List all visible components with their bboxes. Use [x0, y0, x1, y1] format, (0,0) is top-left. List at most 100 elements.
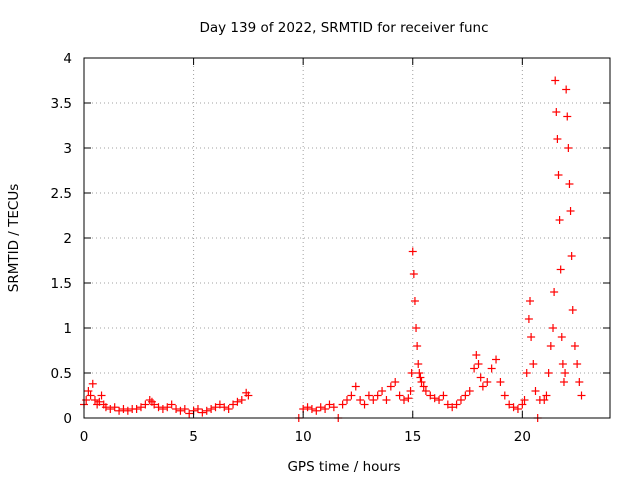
data-point: [193, 405, 202, 413]
data-point: [343, 396, 351, 404]
data-point: [382, 396, 391, 404]
data-point: [430, 394, 439, 403]
data-point: [347, 391, 356, 400]
data-point: [555, 216, 564, 224]
data-point: [487, 364, 496, 373]
data-point: [338, 400, 347, 409]
data-point: [492, 355, 501, 364]
data-point: [176, 406, 185, 415]
y-tick-label: 0: [63, 411, 72, 427]
data-point: [461, 391, 470, 400]
data-point: [496, 378, 505, 386]
data-point: [552, 108, 561, 116]
data-point: [500, 391, 509, 400]
data-point: [561, 369, 570, 377]
y-tick-label: 3.5: [51, 96, 72, 112]
data-point: [542, 391, 551, 400]
data-point: [409, 270, 418, 278]
x-tick-label: 5: [189, 429, 198, 445]
data-point: [97, 391, 106, 400]
data-point: [119, 405, 128, 413]
data-point: [356, 396, 365, 404]
data-point: [564, 144, 573, 152]
data-point: [524, 315, 533, 323]
data-point: [303, 403, 312, 412]
data-point: [435, 396, 444, 404]
data-point: [567, 252, 576, 260]
data-point: [399, 396, 408, 404]
data-point: [211, 403, 220, 412]
data-point: [90, 396, 99, 404]
data-point: [417, 378, 426, 386]
data-point: [527, 333, 536, 341]
data-point: [132, 405, 141, 413]
data-point: [465, 387, 474, 395]
data-point: [360, 400, 369, 409]
data-point: [378, 387, 387, 395]
data-point: [559, 378, 568, 386]
data-point: [568, 306, 577, 314]
data-point: [554, 171, 563, 179]
data-point: [416, 373, 425, 382]
data-point: [110, 403, 119, 412]
data-point: [565, 180, 574, 188]
data-point: [562, 85, 571, 94]
data-point: [101, 403, 110, 412]
data-point: [321, 405, 330, 413]
data-point: [456, 396, 465, 404]
data-point: [82, 396, 91, 404]
data-point: [474, 360, 483, 368]
data-point: [549, 324, 558, 332]
data-point: [307, 405, 316, 413]
data-point: [373, 391, 382, 400]
data-point: [452, 400, 461, 409]
data-point: [573, 360, 582, 368]
data-point: [84, 387, 93, 395]
data-point: [395, 391, 404, 400]
data-points: [80, 76, 586, 422]
data-point: [115, 406, 124, 415]
data-point: [150, 400, 159, 409]
data-point: [237, 396, 246, 404]
data-point: [577, 391, 586, 400]
chart-title: Day 139 of 2022, SRMTID for receiver fun…: [199, 20, 488, 36]
x-tick-label: 10: [295, 429, 312, 445]
data-point: [522, 369, 531, 377]
y-tick-label: 1.5: [51, 276, 72, 292]
y-axis-label: SRMTID / TECUs: [6, 184, 22, 292]
data-point: [408, 247, 417, 256]
data-point: [215, 400, 224, 409]
data-point: [414, 360, 423, 368]
data-point: [95, 397, 104, 406]
data-point: [167, 400, 176, 409]
data-point: [550, 288, 559, 296]
data-point: [141, 400, 150, 409]
data-point: [566, 207, 575, 215]
data-point: [185, 409, 194, 418]
data-point: [419, 382, 428, 391]
data-point: [505, 400, 514, 409]
data-point: [470, 364, 479, 373]
data-point: [472, 351, 481, 359]
data-point: [551, 76, 560, 85]
data-point: [421, 387, 430, 395]
data-point: [88, 379, 97, 388]
data-point: [478, 382, 487, 391]
data-point: [483, 378, 492, 386]
data-point: [415, 369, 424, 377]
data-point: [316, 403, 325, 412]
x-tick-label: 15: [404, 429, 421, 445]
data-point: [180, 405, 189, 413]
data-point: [312, 406, 321, 415]
data-point: [557, 333, 566, 341]
data-point: [558, 360, 567, 368]
data-point: [220, 403, 229, 412]
data-point: [172, 405, 181, 413]
x-axis-label: GPS time / hours: [287, 459, 400, 475]
data-point: [570, 342, 579, 350]
data-point: [439, 391, 448, 400]
x-tick-label: 20: [514, 429, 531, 445]
data-point: [443, 400, 452, 409]
data-point: [575, 378, 584, 386]
data-point: [136, 403, 145, 412]
